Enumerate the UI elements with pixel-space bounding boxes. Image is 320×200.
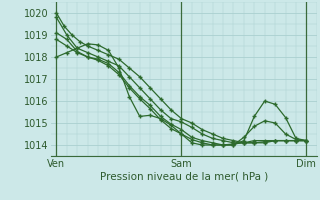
X-axis label: Pression niveau de la mer( hPa ): Pression niveau de la mer( hPa ) [100,172,268,182]
